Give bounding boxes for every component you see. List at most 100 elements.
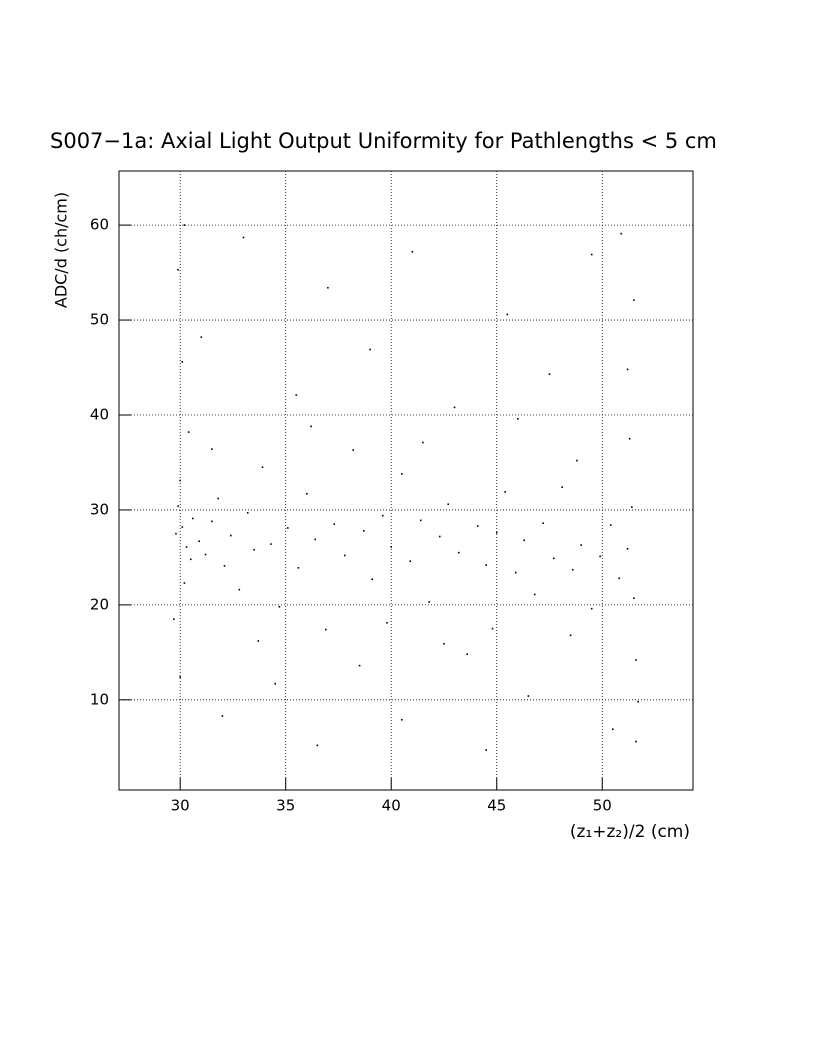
point [358,664,361,667]
point [422,441,424,444]
point [200,336,203,338]
point [633,299,635,301]
point [620,232,623,235]
point [428,601,431,603]
point [369,348,371,351]
point [590,253,593,256]
point [580,544,582,546]
x-tick-label: 30 [171,797,190,815]
point [325,628,327,631]
point [400,473,403,475]
point [306,492,308,495]
x-tick-label: 40 [382,797,401,815]
point [599,555,601,558]
point [217,497,219,500]
point [386,622,388,624]
point [187,431,190,433]
point [181,526,184,528]
point [626,368,629,371]
point [211,520,213,523]
y-tick-label: 20 [90,595,109,613]
point [447,503,450,506]
x-tick-label: 45 [487,797,506,815]
y-tick-label: 40 [90,405,109,423]
point [327,286,329,289]
point [443,642,445,645]
y-tick-label: 50 [90,311,109,329]
point [453,406,456,409]
point [179,676,181,678]
point [552,557,555,560]
point [561,486,563,488]
point [637,700,639,703]
point [381,514,384,517]
point [173,618,175,620]
point [211,448,213,450]
point [297,567,300,569]
point [517,417,519,420]
point [590,607,593,610]
point [175,532,177,535]
point [344,554,346,557]
point [185,546,188,548]
y-tick-label: 30 [90,500,109,518]
point [223,565,226,567]
point [612,728,614,731]
point [626,548,629,550]
x-axis-label: (z₁+z₂)/2 (cm) [570,822,690,842]
point [485,749,487,751]
point [576,459,578,462]
point [628,437,631,440]
y-tick-label: 10 [90,690,109,708]
point [333,523,336,525]
point [569,634,572,637]
point [491,627,494,630]
y-axis-label: ADC/d (ch/cm) [52,192,71,308]
point [390,546,393,548]
point [633,597,635,600]
point [400,718,403,721]
point [504,491,506,493]
point [411,250,414,253]
point [261,466,264,469]
point [204,553,207,556]
point [409,560,412,562]
point [506,313,509,316]
point [523,539,525,542]
point [635,659,637,661]
point [618,577,620,580]
point [177,268,179,271]
y-tick-label: 60 [90,216,109,234]
point [198,540,200,543]
point [270,543,272,545]
point [635,740,637,743]
point [631,506,633,508]
point [257,640,260,642]
point [542,522,544,525]
point [221,715,224,717]
point [295,394,298,396]
point [371,578,374,581]
point [274,682,276,685]
point [438,535,441,538]
point [177,505,179,507]
point [352,449,355,451]
point [192,517,194,520]
point [278,605,281,608]
point [485,564,487,566]
point [419,519,422,522]
point [314,538,317,541]
point [238,588,241,591]
x-tick-label: 35 [276,797,295,815]
point [362,530,365,532]
point [181,361,184,363]
point [609,524,612,526]
point [571,568,574,571]
point [253,549,255,551]
point [476,525,479,527]
point [548,373,551,375]
point [179,479,181,482]
point [316,744,319,747]
point [246,511,249,514]
